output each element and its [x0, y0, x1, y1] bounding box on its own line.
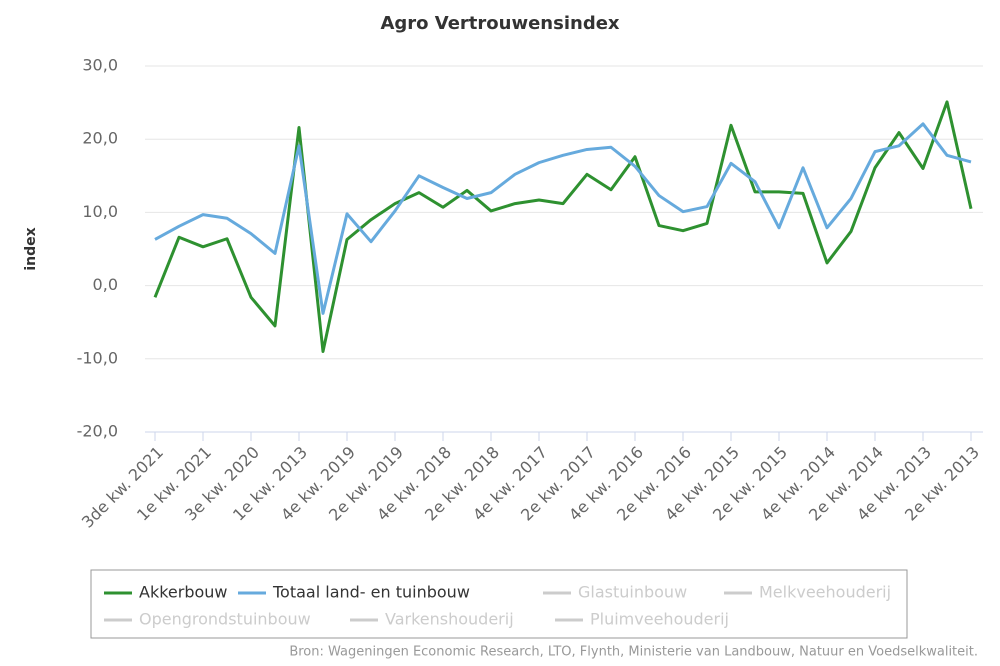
legend-box: [90, 569, 908, 639]
legend-label: Varkenshouderij: [385, 610, 514, 629]
legend-label: Pluimveehouderij: [590, 610, 729, 629]
source: Bron: Wageningen Economic Research, LTO,…: [289, 645, 978, 660]
y-tick-label: 10,0: [82, 202, 118, 221]
y-tick-label: 30,0: [82, 56, 118, 75]
legend-label: Akkerbouw: [139, 583, 228, 602]
y-tick-label: -20,0: [77, 422, 118, 441]
y-tick-label: -10,0: [77, 348, 118, 367]
y-tick-label: 20,0: [82, 129, 118, 148]
legend-label: Totaal land- en tuinbouw: [272, 583, 470, 602]
legend-label: Opengrondstuinbouw: [139, 610, 311, 629]
chart-title: Agro Vertrouwensindex: [380, 13, 619, 34]
legend-label: Melkveehouderij: [759, 583, 891, 602]
series-line: [154, 122, 972, 315]
legend-label: Glastuinbouw: [578, 583, 687, 602]
x-tick-label: 3de kw. 2021: [78, 443, 167, 532]
y-tick-label: 0,0: [93, 275, 118, 294]
series-line: [153, 100, 973, 353]
y-axis-label: index: [23, 227, 39, 270]
